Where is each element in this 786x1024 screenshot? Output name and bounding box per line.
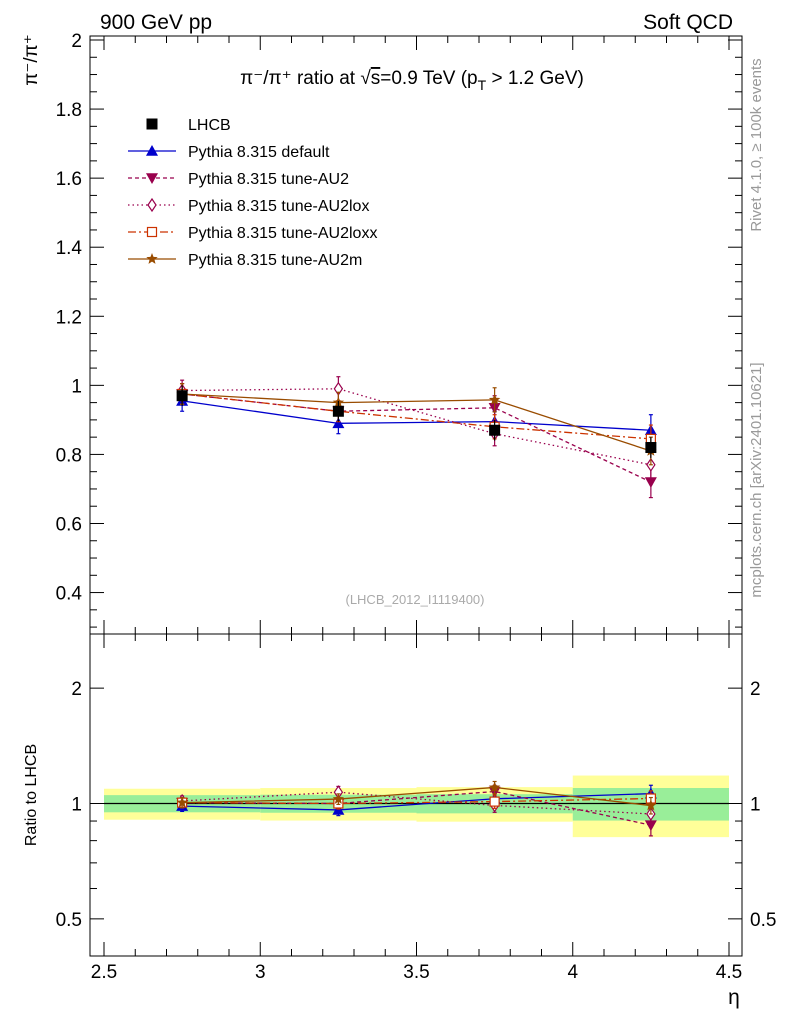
ratio-tick-label-right: 0.5 xyxy=(750,910,776,931)
ratio-tick-label-left: 0.5 xyxy=(56,910,82,931)
series-point-0 xyxy=(332,417,345,429)
series-point-1 xyxy=(644,477,657,489)
ratio-axis-label: Ratio to LHCB xyxy=(23,744,40,846)
ratio-series-line-1 xyxy=(182,790,652,826)
x-tick-label: 4.5 xyxy=(716,962,742,983)
series-line-1 xyxy=(182,393,652,483)
legend: LHCB Pythia 8.315 default Pythia 8.315 tun… xyxy=(128,117,377,269)
tick-labels: 2.5 3 3.5 4 4.5 0.4 0.6 0.8 1 1.2 1.4 1.6 1.8 2 0.5 0.5… xyxy=(56,31,777,983)
ratio-tick-label-right: 2 xyxy=(750,679,761,700)
ratio-tick-label-right: 1 xyxy=(750,795,761,816)
legend-label-1: Pythia 8.315 tune-AU2 xyxy=(188,171,349,188)
legend-marker-1 xyxy=(146,173,158,184)
ratio-tick-label-left: 2 xyxy=(71,679,82,700)
header-right: Soft QCD xyxy=(643,11,733,34)
y-tick-label: 1.4 xyxy=(56,238,83,259)
y-tick-label: 1.6 xyxy=(56,169,82,190)
ratio-series-point-4 xyxy=(176,796,188,808)
data-point xyxy=(645,442,657,454)
title-mid: =0.9 TeV (p xyxy=(380,68,477,89)
title-s: s xyxy=(371,68,381,89)
legend-label-2: Pythia 8.315 tune-AU2lox xyxy=(188,198,369,215)
x-tick-label: 2.5 xyxy=(91,962,117,983)
ratio-series-point-4 xyxy=(488,781,501,793)
data-point xyxy=(489,424,501,436)
ratio-series-point-4 xyxy=(645,799,657,811)
analysis-id: (LHCB_2012_I1119400) xyxy=(345,592,484,607)
series-line-3 xyxy=(182,393,651,440)
legend-label-4: Pythia 8.315 tune-AU2m xyxy=(188,252,362,269)
data-point xyxy=(332,405,344,417)
legend-marker-4 xyxy=(146,253,158,264)
ratio-series-point-3 xyxy=(489,796,500,807)
legend-marker-0 xyxy=(146,145,158,156)
x-tick-label: 4 xyxy=(567,962,578,983)
series-point-4 xyxy=(488,393,501,405)
title-sub: T xyxy=(478,77,487,93)
ratio-series-line-4 xyxy=(182,786,651,807)
legend-label-0: Pythia 8.315 default xyxy=(188,144,330,161)
legend-label-3: Pythia 8.315 tune-AU2loxx xyxy=(188,225,377,242)
axis-ticks xyxy=(90,36,742,957)
y-axis-label: π⁻/π⁺ xyxy=(21,34,42,86)
title-suffix: > 1.2 GeV) xyxy=(486,68,584,89)
y-tick-label: 0.6 xyxy=(56,514,82,535)
ratio-series-line-2 xyxy=(182,791,651,815)
mcplots-label: mcplots.cern.ch [arXiv:2401.10621] xyxy=(748,362,765,597)
y-tick-label: 0.8 xyxy=(56,445,82,466)
title-prefix: π⁻/π⁺ ratio at √ xyxy=(240,68,371,89)
series-line-0 xyxy=(182,400,651,431)
y-tick-label: 1.2 xyxy=(56,307,82,328)
ratio-tick-label-left: 1 xyxy=(71,795,82,816)
plot-title: π⁻/π⁺ ratio at √s=0.9 TeV (pT > 1.2 GeV) xyxy=(240,68,584,93)
legend-marker-data xyxy=(146,118,158,130)
x-tick-label: 3.5 xyxy=(403,962,429,983)
y-tick-label: 2 xyxy=(71,31,82,52)
x-tick-label: 3 xyxy=(255,962,266,983)
y-tick-label: 0.4 xyxy=(56,584,83,605)
rivet-label: Rivet 4.1.0, ≥ 100k events xyxy=(748,58,765,231)
ratio-series-point-1 xyxy=(644,820,657,832)
y-tick-label: 1.8 xyxy=(56,100,82,121)
legend-marker-3 xyxy=(146,226,158,238)
ratio-series-point-4 xyxy=(332,793,345,804)
ratio-series-line-3 xyxy=(182,797,651,805)
ratio-series xyxy=(176,780,657,837)
header-left: 900 GeV pp xyxy=(100,11,212,34)
series-line-4 xyxy=(182,393,652,452)
y-tick-label: 1 xyxy=(71,376,82,397)
x-axis-label: η xyxy=(728,986,740,1009)
data-point xyxy=(176,390,188,402)
upper-series xyxy=(176,376,657,499)
legend-marker-2 xyxy=(147,197,157,213)
legend-label-data: LHCB xyxy=(188,117,231,134)
